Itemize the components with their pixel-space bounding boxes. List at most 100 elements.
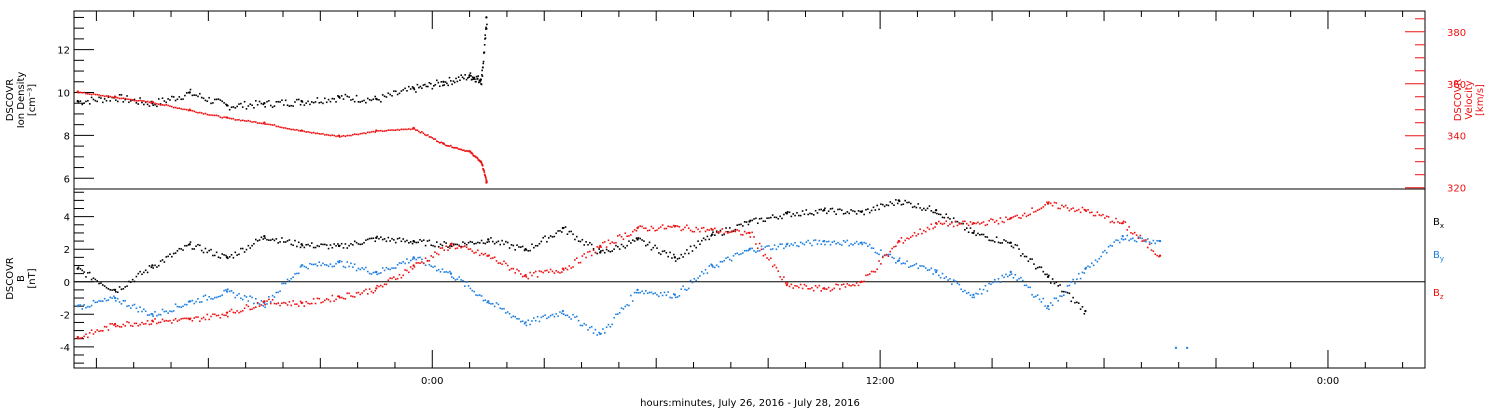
- series-By: [344, 266, 347, 269]
- series-By: [549, 314, 552, 317]
- series-Bz: [279, 304, 281, 307]
- series-Bz: [654, 229, 656, 232]
- series-By-point: [300, 264, 303, 267]
- series-By: [837, 241, 839, 244]
- ion-density-series: [482, 60, 485, 63]
- series-Bx: [756, 222, 759, 225]
- series-By: [844, 241, 847, 243]
- series-Bz: [745, 232, 748, 235]
- series-Bx: [878, 208, 880, 211]
- series-Bx: [178, 247, 181, 250]
- series-Bz: [783, 276, 785, 278]
- series-Bz: [1053, 201, 1056, 204]
- series-Bz: [171, 322, 173, 324]
- ion-density-series: [463, 77, 465, 80]
- series-Bx: [475, 242, 477, 245]
- series-Bz: [719, 230, 722, 233]
- ion-density-series: [443, 84, 446, 86]
- series-Bx: [1072, 296, 1074, 299]
- series-By: [329, 263, 332, 265]
- ion-density-series: [266, 100, 268, 103]
- series-Bx: [1083, 312, 1086, 315]
- series-Bz: [85, 333, 87, 335]
- series-Bz: [1005, 216, 1007, 219]
- series-Bz: [1094, 214, 1097, 217]
- series-By: [626, 303, 628, 306]
- ion-density-series: [288, 105, 291, 107]
- velocity-series: [450, 144, 452, 147]
- series-Bz: [1133, 231, 1136, 234]
- series-By: [898, 257, 901, 260]
- series-By: [734, 253, 737, 255]
- series-Bx: [923, 207, 925, 210]
- series-By: [199, 301, 201, 304]
- series-By: [139, 306, 141, 309]
- series-Bz: [630, 234, 632, 236]
- series-Bz: [715, 231, 718, 234]
- series-Bz: [505, 262, 507, 265]
- series-Bz: [324, 299, 326, 302]
- series-Bx: [243, 251, 246, 253]
- series-Bz: [743, 230, 746, 233]
- velocity-series-point: [468, 150, 471, 153]
- series-By: [116, 297, 119, 300]
- series-By: [101, 300, 104, 303]
- series-Bx: [191, 248, 194, 250]
- series-By-point: [1046, 304, 1050, 308]
- velocity-series: [262, 122, 265, 125]
- series-Bx: [258, 239, 261, 241]
- velocity-series: [135, 100, 138, 102]
- series-Bz-point: [337, 295, 341, 298]
- series-By: [506, 311, 509, 313]
- velocity-series: [389, 129, 391, 132]
- series-Bz: [710, 227, 712, 230]
- series-Bz: [103, 325, 106, 328]
- ion-density-series: [419, 85, 422, 88]
- series-Bz: [426, 260, 429, 262]
- series-Bz: [941, 223, 944, 225]
- series-Bz: [562, 269, 565, 271]
- ion-density-series: [258, 100, 261, 103]
- series-By: [87, 305, 89, 308]
- series-Bz: [1012, 216, 1015, 218]
- series-By: [96, 301, 98, 303]
- series-Bz: [419, 262, 421, 264]
- ion-density-series: [352, 98, 354, 101]
- series-Bx: [353, 240, 356, 243]
- series-By: [581, 324, 584, 327]
- series-Bz: [204, 318, 207, 321]
- series-Bx: [467, 241, 470, 244]
- series-Bx: [833, 210, 836, 213]
- series-Bx: [488, 240, 490, 243]
- velocity-series: [327, 134, 330, 136]
- series-By: [766, 245, 768, 247]
- series-Bx: [241, 247, 244, 250]
- series-Bz: [387, 279, 390, 281]
- series-Bz: [536, 276, 539, 278]
- series-Bx: [294, 239, 296, 242]
- series-By: [867, 245, 869, 248]
- velocity-series: [393, 129, 395, 132]
- ion-density-series: [333, 98, 335, 100]
- series-By: [169, 310, 171, 312]
- series-Bx: [605, 248, 608, 251]
- ion-density-series-point: [225, 104, 229, 107]
- series-Bz: [1148, 243, 1151, 245]
- velocity-series: [223, 116, 225, 118]
- legend-By: By: [1433, 250, 1444, 263]
- series-Bx: [939, 213, 942, 216]
- series-By: [895, 261, 897, 264]
- series-Bz: [969, 221, 972, 223]
- series-By: [355, 269, 358, 272]
- series-By: [678, 295, 681, 297]
- series-By: [624, 305, 627, 308]
- series-By: [98, 300, 100, 302]
- series-Bz: [547, 271, 550, 273]
- series-Bx: [809, 212, 811, 215]
- series-Bz: [913, 232, 916, 234]
- velocity-series: [478, 159, 481, 161]
- series-Bz: [893, 246, 895, 248]
- series-Bz: [83, 335, 85, 338]
- velocity-series: [187, 109, 190, 112]
